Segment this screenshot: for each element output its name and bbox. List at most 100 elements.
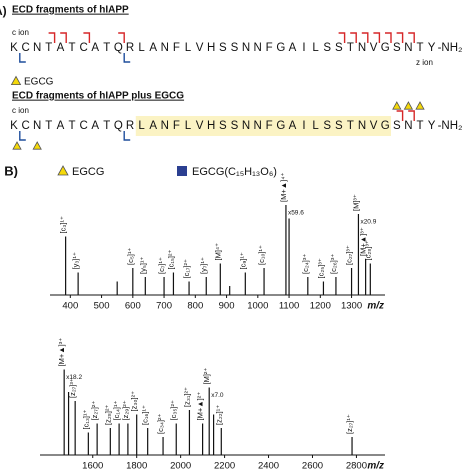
legend-text: EGCG(C₁₅H₁₃O₆) — [192, 166, 277, 178]
residue: A — [289, 120, 297, 132]
residue: A — [57, 42, 65, 54]
residue: S — [231, 42, 239, 54]
peak-label: [y₃]¹⁺ — [71, 252, 80, 269]
residue: S — [231, 120, 239, 132]
residue: N — [358, 120, 366, 132]
z-cleavage — [123, 131, 131, 141]
x-axis-label: m/z — [367, 461, 384, 472]
residue: T — [347, 42, 354, 54]
residue: N — [358, 42, 366, 54]
peak-label: [c₁₇]²⁺ — [182, 259, 191, 279]
residue: N — [161, 120, 169, 132]
x-tick-label: 700 — [156, 301, 172, 312]
zoom-label: x7.0 — [211, 392, 224, 399]
x-tick-label: 900 — [219, 301, 235, 312]
x-tick-label: 1300 — [341, 301, 362, 312]
residue: Q — [114, 42, 123, 54]
legend-text: EGCG — [24, 77, 54, 88]
residue: G — [276, 42, 285, 54]
egcg-icon — [392, 101, 402, 110]
peak-label: [c₁₃]¹⁺ — [81, 410, 90, 430]
residue: K — [10, 42, 18, 54]
peak-label: [c₃₄]²⁺ — [156, 413, 165, 434]
residue: F — [173, 42, 180, 54]
residue: L — [138, 120, 145, 132]
residue: S — [393, 120, 401, 132]
z-cleavage — [19, 53, 26, 63]
x-tick-label: 2400 — [258, 461, 279, 472]
egcg-icon — [12, 141, 22, 150]
peak-label: [y₅]¹⁺ — [138, 257, 147, 274]
c-cleavage — [373, 32, 381, 43]
residue: V — [370, 42, 378, 54]
peak-label: [c₉]¹⁺ — [238, 252, 247, 269]
peak-label: [c₇]¹⁺ — [157, 257, 166, 274]
residue: N — [253, 120, 261, 132]
residue: G — [276, 120, 285, 132]
c-cleavage — [361, 32, 369, 43]
residue: S — [393, 42, 401, 54]
peak-label: [c₂₅]³⁺ — [316, 258, 325, 278]
residue: A — [149, 42, 157, 54]
residue: Y — [428, 42, 436, 54]
peak-label: [z₂₇]¹⁺ — [345, 414, 354, 434]
z-cleavage — [19, 131, 26, 141]
residue: S — [219, 120, 227, 132]
peak-label: [M+▲]³⁺ — [57, 338, 66, 367]
residue: Y — [428, 120, 436, 132]
x-tick-label: 1800 — [126, 461, 147, 472]
residue: S — [323, 120, 331, 132]
peak-label: [c₃]¹⁺ — [59, 216, 68, 233]
residue: T — [416, 42, 423, 54]
fragment-title: ECD fragments of hIAPP plus EGCG — [12, 91, 184, 102]
residue: T — [68, 42, 75, 54]
residue: G — [381, 120, 390, 132]
residue: A — [57, 120, 65, 132]
peak-label: [c₁₀]¹⁺ — [257, 245, 266, 265]
peak-label: [z₃₀]²⁺ — [130, 391, 139, 412]
x-tick-label: 1000 — [247, 301, 268, 312]
residue: V — [196, 120, 204, 132]
peak-label: [z₂₉]²⁺ — [121, 400, 130, 420]
residue: C — [21, 120, 29, 132]
x-axis-label: m/z — [367, 301, 384, 312]
residue: N — [404, 42, 412, 54]
peak-label: [M+▲]³⁺ — [359, 227, 368, 256]
legend-square — [177, 166, 187, 176]
c-cleavage — [408, 110, 415, 121]
peak-label: [c₁₅]²⁺ — [166, 250, 175, 270]
residue: N — [33, 120, 41, 132]
x-tick-label: 2000 — [170, 461, 191, 472]
c-cleavage — [83, 32, 91, 43]
residue: G — [381, 42, 390, 54]
peak-label: [c₁₆]¹⁺ — [141, 405, 150, 425]
egcg-icon — [403, 101, 414, 110]
c-cleavage — [385, 32, 392, 43]
residue: L — [185, 120, 192, 132]
peak-label: [c₂₄]³⁺ — [301, 254, 310, 274]
residue: I — [302, 120, 305, 132]
residue: N — [242, 42, 250, 54]
peak-label: [M]³⁺ — [351, 194, 360, 211]
residue: T — [416, 120, 423, 132]
residue: L — [312, 120, 319, 132]
c-cleavage — [396, 110, 404, 121]
peak-label: [c₂₆]³⁺ — [329, 254, 338, 274]
c-cleavage — [338, 32, 346, 43]
residue: A — [289, 42, 297, 54]
peak-label: [z₃₁]²⁺ — [182, 387, 191, 407]
peak-label: [M]²⁺ — [202, 368, 211, 385]
x-tick-label: 1100 — [279, 301, 299, 312]
residue: R — [126, 42, 134, 54]
residue: H — [207, 42, 215, 54]
peak-label: [M+▲]²⁺ — [196, 392, 205, 421]
peak-label: [c₁₄]¹⁺ — [112, 400, 121, 420]
x-tick-label: 400 — [62, 301, 78, 312]
c-cleavage — [350, 32, 357, 43]
c-cleavage — [118, 32, 125, 43]
peak-label: [z₂₂]¹⁺ — [214, 405, 223, 425]
panel-label: B) — [4, 163, 18, 178]
residue: T — [68, 120, 75, 132]
x-tick-label: 2800 — [346, 461, 367, 472]
residue: K — [10, 120, 18, 132]
